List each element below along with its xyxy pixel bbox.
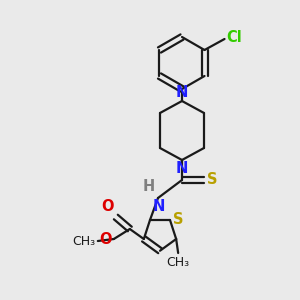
Text: N: N (153, 199, 165, 214)
Text: N: N (176, 85, 188, 100)
Text: H: H (143, 179, 155, 194)
Text: CH₃: CH₃ (73, 235, 96, 248)
Text: S: S (207, 172, 217, 188)
Text: O: O (101, 199, 114, 214)
Text: Cl: Cl (226, 31, 242, 46)
Text: S: S (173, 212, 184, 227)
Text: N: N (176, 161, 188, 176)
Text: O: O (99, 232, 112, 247)
Text: CH₃: CH₃ (167, 256, 190, 269)
